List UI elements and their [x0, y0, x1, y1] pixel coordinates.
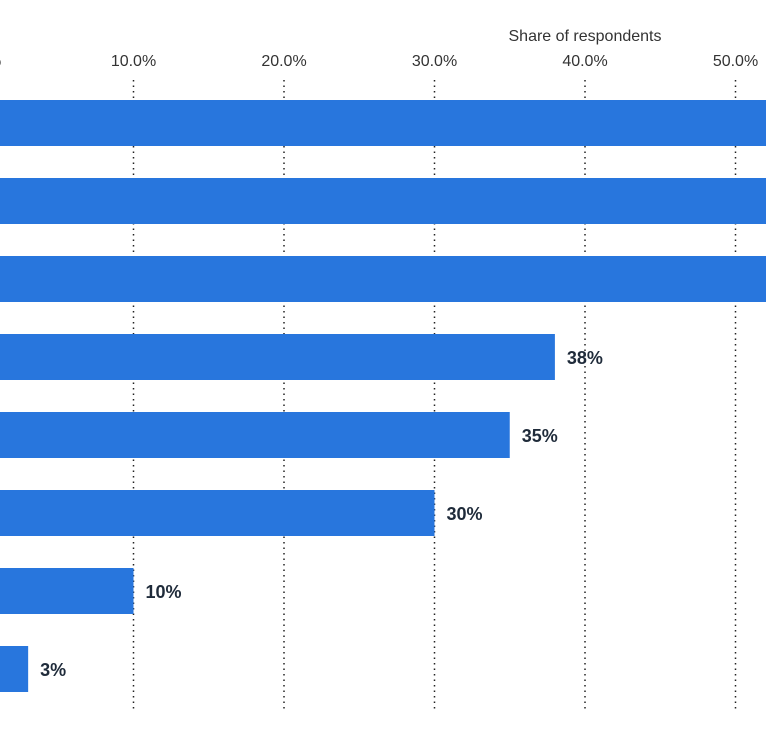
- axis-title: Share of respondents: [509, 28, 662, 45]
- bar: [0, 334, 555, 380]
- value-label: 30%: [447, 504, 483, 524]
- bar: [0, 490, 435, 536]
- value-label: 10%: [146, 582, 182, 602]
- bar: [0, 412, 510, 458]
- x-tick-label: 0.0%: [0, 53, 1, 70]
- bar: [0, 178, 766, 224]
- bar: [0, 568, 134, 614]
- x-tick-label: 20.0%: [261, 53, 306, 70]
- value-label: 3%: [40, 660, 66, 680]
- x-tick-label: 40.0%: [562, 53, 607, 70]
- bar: [0, 100, 766, 146]
- bar: [0, 646, 29, 692]
- x-tick-label: 10.0%: [111, 53, 156, 70]
- x-tick-label: 30.0%: [412, 53, 457, 70]
- value-label: 38%: [567, 348, 603, 368]
- x-tick-label: 50.0%: [713, 53, 758, 70]
- value-label: 35%: [522, 426, 558, 446]
- bar: [0, 256, 766, 302]
